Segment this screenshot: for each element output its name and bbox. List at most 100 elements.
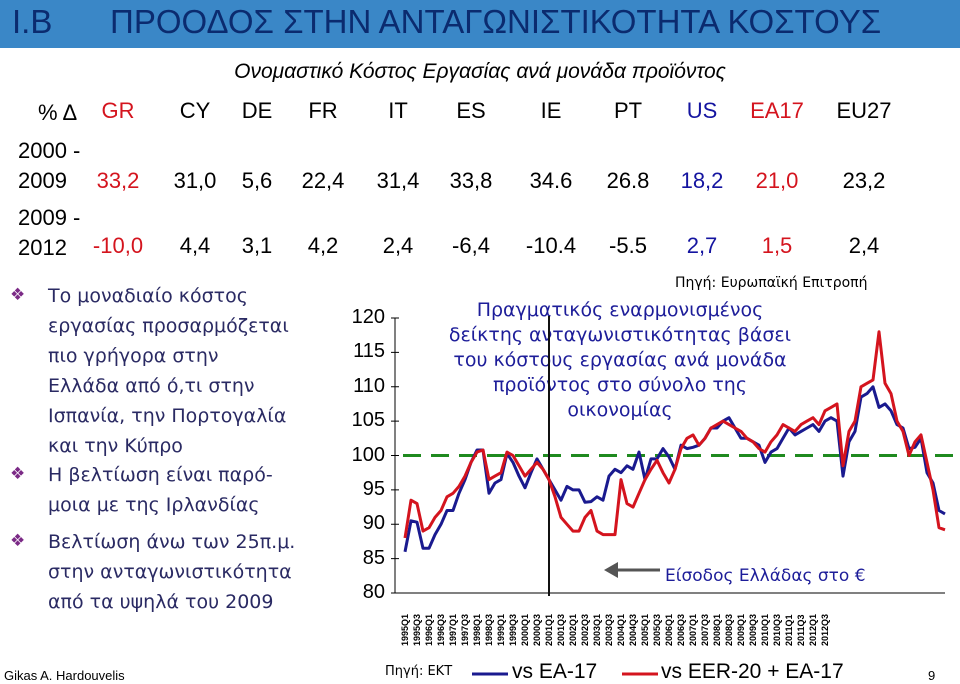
table-cell: -10,0 [92,233,144,258]
bullet-text-line: Ισπανία, την Πορτογαλία [48,405,287,427]
diamond-bullet-icon: ❖ [10,464,26,483]
bullet-text-line: και την Κύπρο [48,435,183,457]
table-title: Ονομαστικό Κόστος Εργασίας ανά μονάδα πρ… [234,60,726,83]
bullet-text-line: στην ανταγωνιστικότητα [48,561,292,583]
legend-swatch-red [622,672,658,676]
chart-note-line: Πραγματικός εναρμονισμένος [476,299,764,321]
x-tick-label: 1999Q3 [508,613,518,646]
table-cell: 33,8 [449,168,493,193]
table-cell: 26.8 [606,168,650,193]
row-label-period-2a: 2009 - [18,205,81,230]
x-tick-label: 1998Q1 [472,613,482,646]
x-tick-label: 2012Q3 [820,613,830,646]
table-cell: 2,4 [848,233,880,258]
x-tick-label: 2006Q1 [664,613,674,646]
x-tick-label: 2007Q1 [688,613,698,646]
table-cell: 1,5 [761,233,793,258]
bullet-text-line: εργασίας προσαρμόζεται [48,315,289,337]
x-tick-label: 2003Q3 [604,613,614,646]
x-tick-label: 2010Q3 [772,613,782,646]
x-tick-label: 2012Q1 [808,613,818,646]
bullet-text-line: πιο γρήγορα στην [48,345,219,367]
bullet-text-line: Ελλάδα από ό,τι στην [48,375,255,397]
x-tick-label: 2009Q1 [736,613,746,646]
table-cell: 34.6 [529,168,573,193]
row-label-period-1b: 2009 [18,168,67,193]
y-tick-label: 95 [362,477,385,500]
row-label-period-1a: 2000 - [18,138,81,163]
chart-source: Πηγή: Ευρωπαϊκή Επιτροπή [675,275,868,291]
row-label-period-2b: 2012 [18,235,67,260]
y-tick-label: 90 [362,512,385,535]
slide-title: ΠΡΟΟΔΟΣ ΣΤΗΝ ΑΝΤΑΓΩΝΙΣΤΙΚΟΤΗΤΑ ΚΟΣΤΟΥΣ [110,3,882,40]
x-tick-label: 1997Q1 [448,613,458,646]
bullet-text-line: από τα υψηλά του 2009 [48,591,274,613]
x-tick-label: 2007Q3 [700,613,710,646]
table-cell: 5,6 [241,168,273,193]
y-tick-label: 105 [351,409,385,432]
footer-author: Gikas A. Hardouvelis [4,668,125,683]
y-tick-label: 100 [351,443,385,466]
chart-note-line: προϊόντος στο σύνολο της [492,374,747,396]
y-tick-label: 110 [353,374,385,397]
chart-note-line: δείκτης ανταγωνιστικότητας βάσει [448,324,792,346]
table-cell: -5.5 [609,233,647,258]
table-cell: 2,4 [382,233,414,258]
y-tick-label: 115 [353,340,385,363]
bullet-text-line: Η βελτίωση είναι παρό- [48,464,273,486]
x-tick-label: 1996Q3 [436,613,446,646]
table-column-header: IT [388,98,408,123]
x-tick-label: 2001Q1 [544,613,554,646]
x-tick-label: 2010Q1 [760,613,770,646]
y-tick-label: 120 [351,306,385,328]
euro-entry-annotation: Είσοδος Ελλάδας στο € [665,566,866,586]
table-column-header: DE [241,98,273,123]
footer-source: Πηγή: ΕΚΤ [385,664,453,679]
bullet-text-line: μοια με της Ιρλανδίας [48,494,260,516]
table-cell: 23,2 [842,168,886,193]
x-tick-label: 1995Q3 [412,613,422,646]
table-cell: 31,4 [376,168,420,193]
x-tick-label: 2004Q1 [616,613,626,646]
x-tick-label: 2005Q1 [640,613,650,646]
table-cell: 4,4 [179,233,211,258]
table-cell: 21,0 [755,168,799,193]
x-tick-label: 2004Q3 [628,613,638,646]
table-cell: 2,7 [686,233,718,258]
y-tick-label: 85 [362,546,385,569]
x-tick-label: 2005Q3 [652,613,662,646]
table-column-header: EA17 [750,98,804,123]
x-tick-label: 2003Q1 [592,613,602,646]
x-tick-label: 2001Q3 [556,613,566,646]
x-tick-label: 2011Q1 [784,614,794,646]
series-line-vs-eer20-ea17 [403,330,946,539]
x-tick-label: 2002Q3 [580,613,590,646]
table-column-header: GR [101,98,135,123]
x-tick-label: 1998Q3 [484,613,494,646]
x-tick-label: 2008Q3 [724,613,734,646]
table-cell: 33,2 [96,168,140,193]
table-column-header: ES [456,98,486,123]
legend-series-2: vs EER-20 + EA-17 [661,660,844,683]
legend-series-1: vs EA-17 [512,660,598,683]
x-tick-label: 1999Q1 [496,613,506,646]
chart-note-line: οικονομίας [567,399,673,421]
x-tick-label: 2000Q1 [520,613,530,646]
x-tick-label: 1997Q3 [460,613,470,646]
x-tick-label: 1996Q1 [424,613,434,646]
page-number: 9 [928,668,936,683]
table-column-header: FR [308,98,338,123]
legend-swatch-blue [472,672,508,676]
bullet-text-line: Βελτίωση άνω των 25π.μ. [48,531,296,553]
diamond-bullet-icon: ❖ [10,531,26,550]
diamond-bullet-icon: ❖ [10,285,26,304]
table-column-header: CY [179,98,211,123]
x-tick-label: 2000Q3 [532,613,542,646]
x-tick-label: 2002Q1 [568,613,578,646]
table-cell: 3,1 [241,233,273,258]
x-tick-label: 2011Q3 [796,614,806,646]
table-corner-label: % Δ [38,100,78,125]
x-tick-label: 1995Q1 [400,613,410,646]
table-cell: 4,2 [307,233,339,258]
